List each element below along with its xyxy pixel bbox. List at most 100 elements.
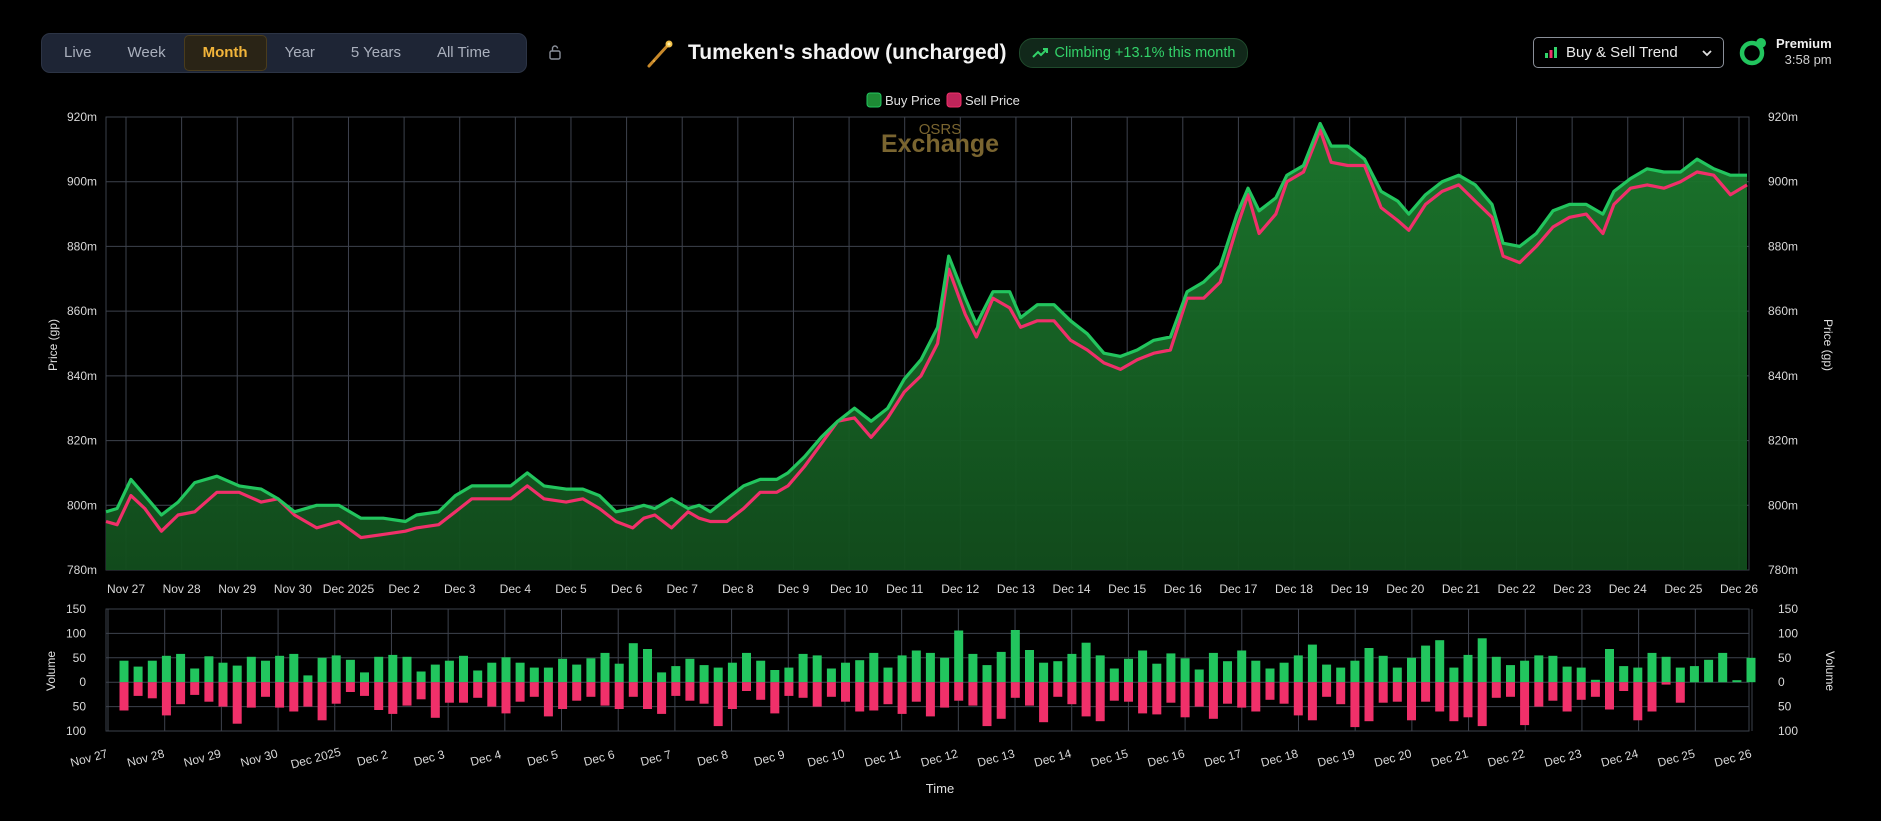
tab-year[interactable]: Year <box>284 44 315 61</box>
sell-volume-bar <box>147 682 157 699</box>
buy-volume-bar <box>402 656 412 683</box>
price-xtick: Dec 21 <box>1442 582 1480 596</box>
price-xtick: Dec 18 <box>1275 582 1313 596</box>
buy-volume-bar <box>1194 669 1204 683</box>
sell-volume-bar <box>1661 682 1671 685</box>
buy-volume-bar <box>1633 667 1643 683</box>
volume-xtick: Dec 19 <box>1316 746 1357 769</box>
buy-volume-bar <box>289 653 299 683</box>
buy-volume-bar <box>275 655 285 683</box>
sell-volume-bar <box>1576 682 1586 700</box>
price-ytick-right: 840m <box>1768 369 1798 383</box>
volume-xtick: Dec 10 <box>806 746 847 769</box>
sell-volume-bar <box>756 682 766 700</box>
buy-volume-bar <box>473 670 483 683</box>
sell-volume-bar <box>1605 682 1614 710</box>
sell-volume-bar <box>246 682 256 708</box>
price-ytick-left: 800m <box>67 498 97 512</box>
buy-volume-bar <box>1067 653 1077 683</box>
sell-volume-bar <box>1166 682 1176 703</box>
volume-xtick: Dec 16 <box>1146 746 1187 769</box>
sell-volume-bar <box>317 682 327 721</box>
sell-volume-bar <box>671 682 681 696</box>
buy-volume-bar <box>925 652 935 683</box>
price-ytick-right: 880m <box>1768 239 1798 253</box>
buy-volume-bar <box>742 652 751 683</box>
buy-volume-bar <box>1435 640 1445 683</box>
buy-volume-bar <box>911 650 921 683</box>
sell-volume-bar <box>1010 682 1020 698</box>
price-xtick: Dec 15 <box>1108 582 1146 596</box>
buy-volume-bar <box>954 630 964 683</box>
buy-volume-bar <box>515 662 525 683</box>
sell-volume-bar <box>713 682 723 727</box>
legend-buy-swatch[interactable] <box>866 92 882 108</box>
legend-sell-label[interactable]: Sell Price <box>965 93 1020 108</box>
buy-area-fill <box>106 123 1747 570</box>
account-status[interactable]: Premium 3:58 pm <box>1738 36 1832 68</box>
volume-y-label-left: Volume <box>44 651 58 691</box>
sell-volume-bar <box>543 682 553 717</box>
sell-volume-bar <box>1647 682 1657 712</box>
volume-ytick-left: 50 <box>73 700 87 714</box>
buy-volume-bar <box>261 660 270 683</box>
buy-volume-bar <box>1392 667 1402 683</box>
sell-volume-bar <box>1322 682 1332 697</box>
price-x-axis: Nov 27 Nov 28 Nov 29 Nov 30 Dec 2025 Dec 2 Dec… <box>107 582 1758 596</box>
price-xtick: Dec 6 <box>611 582 643 596</box>
sell-volume-bar <box>1039 682 1049 723</box>
price-xtick: Nov 27 <box>107 582 145 596</box>
sell-volume-bar <box>232 682 242 724</box>
buy-volume-bar <box>430 664 440 683</box>
price-xtick: Dec 3 <box>444 582 476 596</box>
buy-volume-bar <box>1746 657 1756 683</box>
sell-volume-bar <box>826 682 836 697</box>
buy-volume-bar <box>1590 679 1600 683</box>
lock-icon[interactable] <box>548 44 562 60</box>
tab-week[interactable]: Week <box>127 44 166 61</box>
price-xtick: Dec 4 <box>500 582 532 596</box>
buy-volume-bar <box>1265 668 1275 683</box>
view-select[interactable]: Buy & Sell Trend <box>1533 37 1724 68</box>
buy-volume-bar <box>1704 659 1714 683</box>
sell-volume-bar <box>1491 682 1501 698</box>
buy-volume-bar <box>1548 655 1558 683</box>
sell-volume-bar <box>1421 682 1431 702</box>
sell-volume-bar <box>1435 682 1445 712</box>
volume-ytick-left: 0 <box>79 675 86 689</box>
buy-volume-bar <box>1293 655 1303 683</box>
premium-label: Premium <box>1776 36 1832 51</box>
legend: Buy Price Sell Price <box>866 92 1020 108</box>
watermark: OSRS Exchange <box>881 121 999 158</box>
legend-buy-label[interactable]: Buy Price <box>885 93 941 108</box>
sell-volume-bar <box>360 682 369 696</box>
sell-volume-bar <box>940 682 950 708</box>
tab-5-years[interactable]: 5 Years <box>350 44 401 61</box>
buy-volume-bar <box>1081 642 1091 683</box>
sell-volume-bar <box>1350 682 1360 728</box>
buy-volume-bar <box>798 653 808 683</box>
buy-volume-bar <box>1491 656 1501 683</box>
buy-volume-bar <box>940 657 950 683</box>
buy-volume-bar <box>246 656 256 683</box>
trend-text: Climbing +13.1% this month <box>1054 45 1236 61</box>
buy-volume-bar <box>1675 667 1685 683</box>
legend-sell-swatch[interactable] <box>946 92 962 108</box>
buy-volume-bar <box>331 655 341 683</box>
clock-time: 3:58 pm <box>1784 52 1832 67</box>
price-ytick-right: 800m <box>1768 498 1798 512</box>
watermark-top: OSRS <box>919 121 962 138</box>
buy-volume-bar <box>1407 657 1416 683</box>
sell-volume-bar <box>1392 682 1402 702</box>
tab-all-time[interactable]: All Time <box>436 44 491 61</box>
volume-xtick: Dec 13 <box>976 746 1017 769</box>
buy-volume-bar <box>812 655 822 683</box>
buy-volume-bar <box>826 668 836 683</box>
buy-volume-bar <box>671 666 681 683</box>
tab-live[interactable]: Live <box>64 44 92 61</box>
tab-month[interactable]: Month <box>183 35 267 71</box>
sell-volume-bar <box>1251 682 1261 712</box>
buy-volume-bar <box>1208 652 1218 683</box>
price-ytick-right: 920m <box>1768 110 1798 124</box>
